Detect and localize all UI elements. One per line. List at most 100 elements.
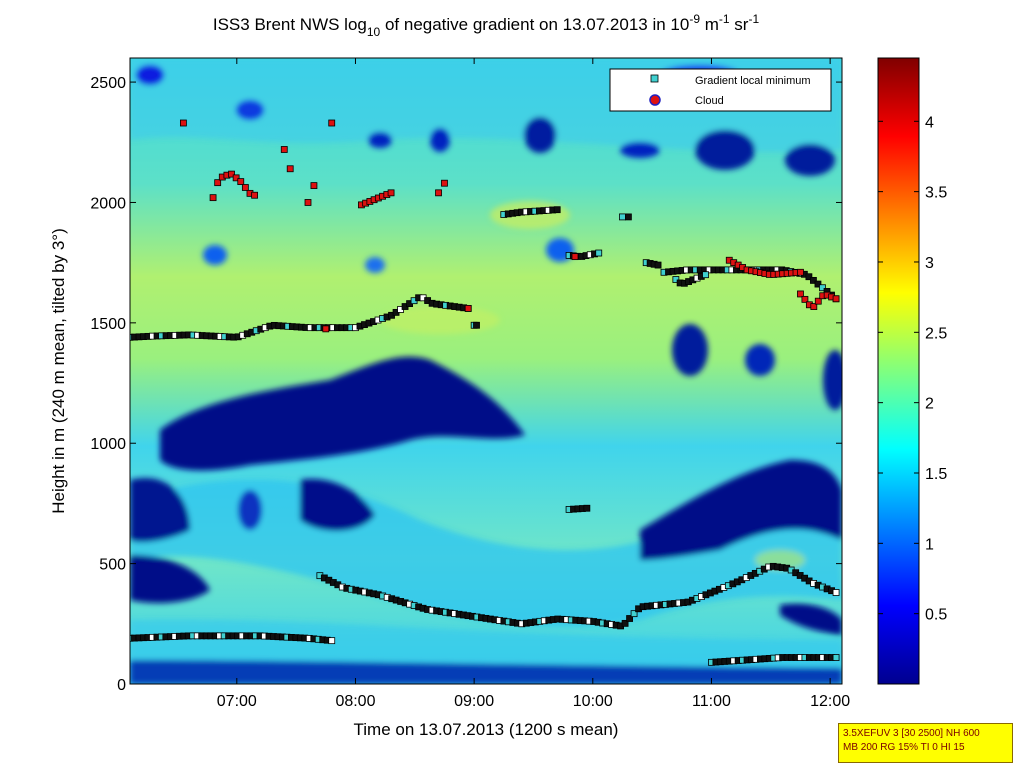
cloud-point bbox=[232, 174, 240, 182]
x-tick-label: 10:00 bbox=[573, 693, 613, 710]
cloud-series bbox=[571, 253, 579, 261]
gradient-minimum-series bbox=[130, 632, 336, 645]
markers-layer bbox=[130, 119, 840, 666]
colorbar-axis: 0.5 1 1.5 2 2.5 3 3.5 4 bbox=[878, 114, 947, 624]
gradient-minimum-series bbox=[130, 294, 472, 341]
cloud-point bbox=[214, 179, 222, 187]
cloud-point bbox=[571, 253, 579, 261]
y-tick-label: 1500 bbox=[90, 316, 126, 333]
colorbar bbox=[877, 57, 920, 685]
gradient-minimum-series bbox=[642, 259, 662, 269]
y-tick-label: 500 bbox=[99, 557, 126, 574]
legend-marker-gradient bbox=[650, 74, 659, 83]
x-tick-label: 08:00 bbox=[335, 693, 375, 710]
info-line-2: MB 200 RG 15% TI 0 HI 15 bbox=[843, 742, 965, 753]
cloud-point bbox=[228, 170, 235, 178]
cloud-point bbox=[241, 184, 249, 191]
y-tick-label: 2500 bbox=[90, 75, 126, 92]
gradient-minimum-point bbox=[810, 276, 817, 284]
gradient-minimum-point bbox=[702, 271, 709, 279]
gradient-minimum-point bbox=[814, 280, 822, 288]
gradient-minimum-point bbox=[595, 249, 603, 257]
cloud-point bbox=[832, 295, 840, 303]
colorbar-tick-label: 4 bbox=[925, 114, 934, 131]
colorbar-tick-label: 3.5 bbox=[925, 185, 947, 202]
cloud-point bbox=[280, 146, 288, 153]
cloud-series bbox=[725, 256, 804, 278]
cloud-point bbox=[387, 189, 395, 197]
gradient-minimum-series bbox=[500, 206, 561, 218]
cloud-point bbox=[322, 325, 330, 333]
x-tick-label: 07:00 bbox=[217, 693, 257, 710]
cloud-point bbox=[801, 295, 809, 303]
gradient-minimum-point bbox=[583, 504, 591, 512]
legend-marker-cloud bbox=[649, 94, 661, 106]
heatmap-field bbox=[130, 58, 842, 684]
x-axis-label: Time on 13.07.2013 (1200 s mean) bbox=[354, 720, 619, 739]
gradient-minimum-point bbox=[630, 610, 638, 618]
cloud-point bbox=[810, 303, 818, 310]
legend-label-gradient: Gradient local minimum bbox=[695, 75, 811, 87]
cloud-series bbox=[209, 170, 259, 202]
cloud-series bbox=[280, 146, 294, 173]
y-axis-label: Height in m (240 m mean, tilted by 3°) bbox=[49, 228, 68, 514]
gradient-minimum-point bbox=[819, 284, 826, 292]
cloud-point bbox=[304, 199, 312, 206]
gradient-minimum-point bbox=[832, 654, 840, 661]
colorbar-tick-label: 2 bbox=[925, 396, 934, 413]
cloud-series bbox=[179, 119, 187, 127]
x-axis: 07:00 08:00 09:00 10:00 11:00 12:00 bbox=[217, 58, 850, 710]
cloud-point bbox=[310, 182, 318, 190]
cloud-point bbox=[237, 178, 245, 185]
cloud-point bbox=[464, 304, 472, 312]
gradient-minimum-point bbox=[619, 213, 626, 221]
y-tick-label: 1000 bbox=[90, 436, 126, 453]
cloud-series bbox=[322, 325, 330, 333]
cloud-point bbox=[797, 290, 804, 298]
colorbar-tick-label: 2.5 bbox=[925, 325, 947, 342]
gradient-minimum-point bbox=[553, 206, 561, 214]
gradient-minimum-point bbox=[473, 321, 480, 329]
colorbar-tick-label: 1 bbox=[925, 536, 934, 553]
gradient-minimum-point bbox=[832, 589, 840, 596]
cloud-series bbox=[357, 189, 395, 209]
plot-frame bbox=[129, 57, 843, 685]
cloud-point bbox=[441, 179, 448, 187]
gradient-minimum-point bbox=[805, 273, 813, 281]
info-box: 3.5XEFUV 3 [30 2500] NH 600 MB 200 RG 15… bbox=[838, 723, 1013, 763]
gradient-minimum-series bbox=[565, 504, 591, 513]
cloud-point bbox=[209, 194, 217, 202]
gradient-minimum-series bbox=[708, 654, 840, 666]
y-tick-label: 0 bbox=[117, 677, 126, 694]
legend: Gradient local minimum Cloud bbox=[609, 68, 832, 112]
colorbar-tick-label: 3 bbox=[925, 255, 934, 272]
cloud-point bbox=[435, 189, 442, 197]
cloud-series bbox=[435, 179, 448, 197]
gradient-minimum-point bbox=[328, 637, 336, 645]
info-line-1: 3.5XEFUV 3 [30 2500] NH 600 bbox=[843, 728, 980, 739]
colorbar-tick-label: 0.5 bbox=[925, 607, 947, 624]
gradient-minimum-point bbox=[621, 619, 629, 627]
colorbar-tick-label: 1.5 bbox=[925, 466, 947, 483]
cloud-series bbox=[797, 290, 840, 310]
x-tick-label: 12:00 bbox=[810, 693, 850, 710]
cloud-series bbox=[464, 304, 472, 312]
x-tick-label: 09:00 bbox=[454, 693, 494, 710]
y-tick-label: 2000 bbox=[90, 195, 126, 212]
cloud-point bbox=[328, 119, 336, 127]
cloud-point bbox=[179, 119, 187, 127]
cloud-series bbox=[304, 182, 318, 206]
gradient-minimum-series bbox=[470, 321, 480, 329]
x-tick-label: 11:00 bbox=[692, 693, 731, 710]
gradient-minimum-point bbox=[672, 276, 680, 283]
cloud-point bbox=[251, 191, 259, 199]
gradient-minimum-point bbox=[626, 615, 633, 622]
gradient-minimum-series bbox=[672, 271, 709, 287]
cloud-series bbox=[328, 119, 336, 127]
gradient-minimum-point bbox=[625, 213, 632, 221]
gradient-minimum-point bbox=[654, 261, 662, 269]
gradient-minimum-series bbox=[619, 213, 632, 221]
cloud-point bbox=[286, 165, 294, 173]
legend-label-cloud: Cloud bbox=[695, 95, 724, 107]
